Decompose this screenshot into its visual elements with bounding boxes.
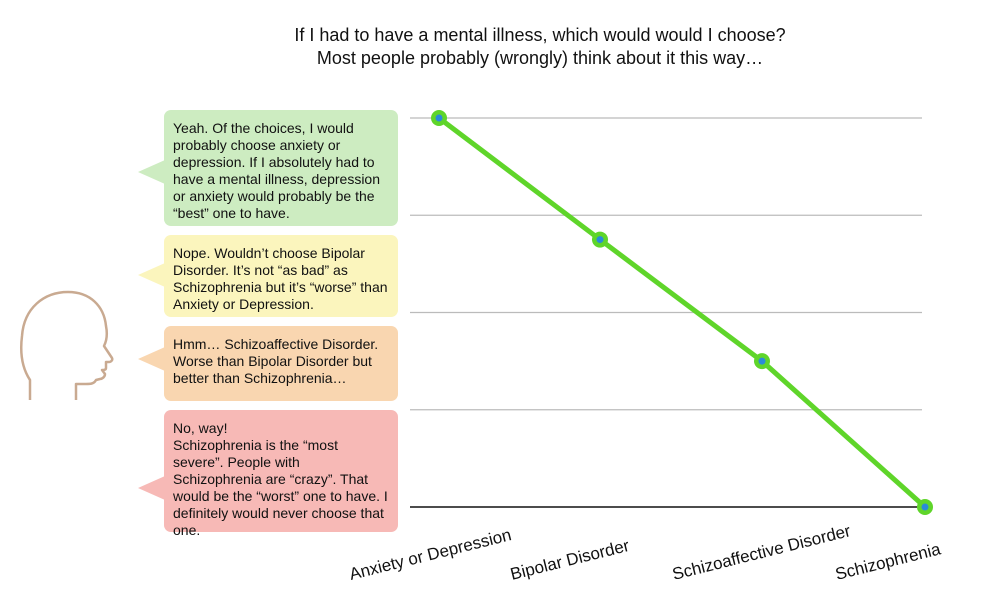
- x-tick-label: Schizoaffective Disorder: [670, 521, 852, 584]
- data-point: [921, 503, 929, 511]
- bubble-text: Nope. Wouldn’t choose Bipolar Disorder. …: [173, 245, 388, 312]
- speech-bubble-anxiety: Yeah. Of the choices, I would probably c…: [138, 110, 398, 226]
- bubble-text: No, way! Schizophrenia is the “most seve…: [173, 420, 388, 538]
- chart-title: If I had to have a mental illness, which…: [240, 24, 840, 70]
- series-line: [436, 115, 928, 510]
- x-tick-label: Anxiety or Depression: [347, 525, 513, 584]
- bubble-tail: [138, 263, 165, 287]
- bubble-tail: [138, 347, 165, 371]
- bubble-text: Hmm… Schizoaffective Disorder. Worse tha…: [173, 336, 379, 386]
- speech-bubble-schizophrenia: No, way! Schizophrenia is the “most seve…: [138, 410, 398, 538]
- speech-bubble-bipolar: Nope. Wouldn’t choose Bipolar Disorder. …: [138, 235, 398, 317]
- x-tick-label: Bipolar Disorder: [508, 536, 631, 584]
- data-point: [758, 357, 766, 365]
- title-line-1: If I had to have a mental illness, which…: [294, 25, 786, 45]
- x-tick-label: Schizophrenia: [833, 539, 943, 584]
- bubble-text: Yeah. Of the choices, I would probably c…: [173, 120, 381, 221]
- data-point: [596, 236, 604, 244]
- bubble-tail: [138, 476, 165, 500]
- person-head-profile-icon: [20, 290, 114, 400]
- speech-bubble-schizoaffective: Hmm… Schizoaffective Disorder. Worse tha…: [138, 326, 398, 401]
- data-point: [435, 114, 443, 122]
- title-line-2: Most people probably (wrongly) think abo…: [316, 48, 764, 68]
- bubble-tail: [138, 160, 165, 184]
